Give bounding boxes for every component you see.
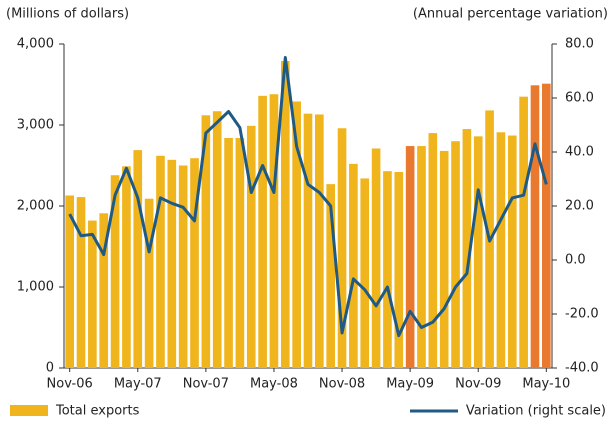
bar: [88, 220, 97, 368]
bar: [246, 125, 256, 368]
bar: [417, 146, 426, 368]
bar: [269, 94, 279, 368]
bar: [394, 171, 404, 368]
bar: [144, 198, 154, 368]
bar: [473, 136, 483, 368]
bar: [337, 128, 347, 368]
y-tick-label: 1,000: [17, 280, 54, 295]
bar: [110, 175, 120, 368]
bar: [326, 184, 336, 368]
x-tick-label: Nov-09: [455, 377, 501, 392]
bar: [428, 133, 438, 368]
bar: [315, 114, 324, 368]
y-tick-label: 3,000: [17, 118, 54, 133]
bar: [371, 148, 381, 368]
bar: [507, 135, 517, 368]
bar: [530, 85, 540, 368]
bar: [133, 150, 143, 368]
line: [68, 56, 548, 338]
bar: [156, 155, 165, 368]
bar: [122, 166, 131, 368]
y-tick-label: 0: [46, 361, 54, 376]
legend-swatch: [10, 405, 48, 416]
bar: [519, 96, 528, 369]
y2-tick-label: 20.0: [565, 199, 594, 214]
y2-tick-label: -20.0: [565, 307, 599, 322]
bar: [178, 165, 188, 368]
y2-tick-label: 60.0: [565, 91, 594, 106]
bar: [201, 115, 211, 368]
bar: [76, 197, 86, 368]
bar: [224, 137, 233, 368]
y-tick-label: 4,000: [17, 37, 54, 52]
bar: [451, 141, 460, 368]
bar: [167, 159, 177, 368]
x-tick-label: May-09: [386, 377, 434, 392]
bar: [190, 158, 199, 368]
x-tick-label: May-10: [522, 377, 570, 392]
bar: [349, 163, 358, 368]
bar: [235, 137, 245, 368]
bar: [280, 61, 290, 368]
legend-label: Total exports: [55, 404, 140, 419]
bar: [462, 129, 472, 368]
bar: [360, 178, 370, 368]
bar: [258, 95, 267, 368]
bar: [65, 195, 74, 368]
bar: [496, 132, 506, 368]
bar: [99, 213, 109, 368]
legend-label: Variation (right scale): [466, 404, 606, 419]
bar: [439, 150, 449, 368]
x-tick-label: Nov-08: [319, 377, 365, 392]
x-tick-label: May-07: [114, 377, 162, 392]
x-tick-label: Nov-07: [183, 377, 229, 392]
x-tick-label: May-08: [250, 377, 298, 392]
y2-axis-label: (Annual percentage variation): [413, 7, 608, 22]
y2-tick-label: 80.0: [565, 37, 594, 52]
y2-tick-label: -40.0: [565, 361, 599, 376]
y-axis-label: (Millions of dollars): [6, 7, 129, 22]
y-tick-label: 2,000: [17, 199, 54, 214]
y2-tick-label: 0.0: [565, 253, 586, 268]
bar: [542, 83, 551, 368]
bar: [405, 146, 415, 368]
bar: [383, 171, 392, 368]
bar: [303, 113, 313, 368]
y2-tick-label: 40.0: [565, 145, 594, 160]
bar: [212, 111, 222, 368]
bar: [292, 101, 301, 368]
x-tick-label: Nov-06: [47, 377, 93, 392]
